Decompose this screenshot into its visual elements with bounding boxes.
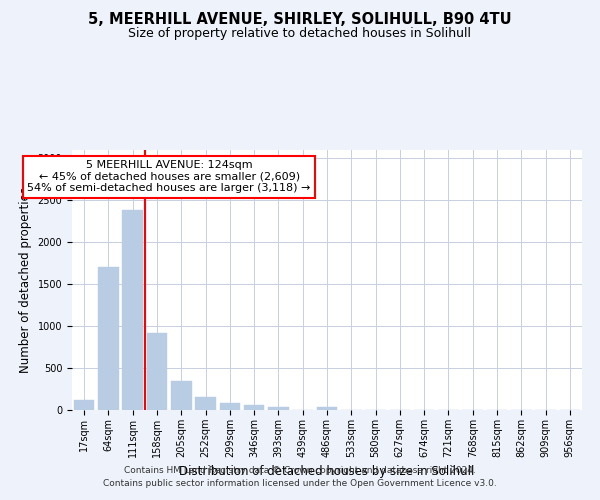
Bar: [74, 400, 94, 410]
Text: 5 MEERHILL AVENUE: 124sqm
← 45% of detached houses are smaller (2,609)
54% of se: 5 MEERHILL AVENUE: 124sqm ← 45% of detac…: [28, 160, 311, 194]
Bar: [122, 210, 143, 410]
Bar: [98, 268, 119, 410]
Bar: [244, 406, 265, 410]
Bar: [268, 406, 289, 410]
Bar: [171, 380, 191, 410]
Bar: [220, 404, 240, 410]
Bar: [317, 407, 337, 410]
Text: Contains HM Land Registry data © Crown copyright and database right 2024.
Contai: Contains HM Land Registry data © Crown c…: [103, 466, 497, 487]
Text: Size of property relative to detached houses in Solihull: Size of property relative to detached ho…: [128, 28, 472, 40]
Bar: [146, 333, 167, 410]
X-axis label: Distribution of detached houses by size in Solihull: Distribution of detached houses by size …: [179, 466, 475, 478]
Y-axis label: Number of detached properties: Number of detached properties: [19, 187, 32, 373]
Text: 5, MEERHILL AVENUE, SHIRLEY, SOLIHULL, B90 4TU: 5, MEERHILL AVENUE, SHIRLEY, SOLIHULL, B…: [88, 12, 512, 28]
Bar: [195, 397, 216, 410]
